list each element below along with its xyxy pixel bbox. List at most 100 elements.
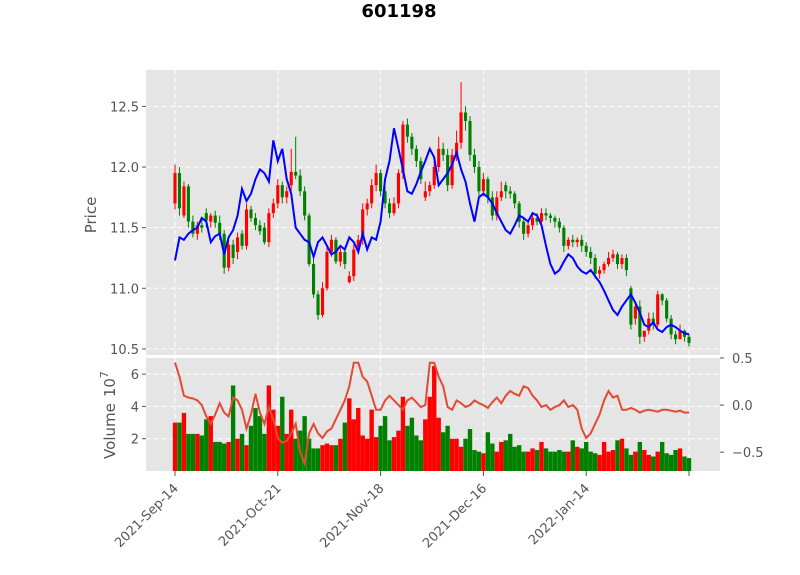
volume-bar bbox=[579, 448, 584, 471]
candle-body bbox=[437, 148, 441, 168]
volume-bar bbox=[436, 417, 441, 471]
volume-tick-label: 4 bbox=[131, 400, 139, 415]
price-axis-label: Price bbox=[82, 197, 100, 234]
candle-body bbox=[472, 154, 477, 168]
candle-body bbox=[191, 221, 195, 234]
candle-body bbox=[481, 179, 485, 192]
candle-body bbox=[633, 306, 637, 319]
volume-bar bbox=[682, 456, 687, 471]
candle-body bbox=[285, 191, 289, 198]
candle-body bbox=[423, 191, 427, 198]
candle-body bbox=[352, 249, 356, 277]
volume-bar bbox=[382, 416, 388, 471]
volume-bar bbox=[275, 425, 280, 471]
candle-body bbox=[231, 244, 235, 258]
candle-body bbox=[455, 142, 459, 155]
volume-bar bbox=[472, 450, 477, 471]
candle-body bbox=[280, 185, 284, 198]
candle-body bbox=[320, 288, 325, 315]
volume-bar bbox=[664, 453, 669, 471]
volume-bar bbox=[561, 451, 567, 471]
volume-bar bbox=[597, 454, 602, 471]
volume-exponent-base: 10 bbox=[101, 378, 119, 397]
volume-bar bbox=[280, 396, 285, 471]
volume-bar bbox=[204, 419, 209, 471]
volume-bar bbox=[293, 438, 298, 471]
candle-body bbox=[611, 254, 615, 258]
volume-bar bbox=[548, 451, 553, 471]
x-tick-label: 2021-Nov-18 bbox=[317, 481, 387, 551]
candle-body bbox=[182, 186, 186, 216]
volume-bar bbox=[306, 438, 312, 471]
candle-body bbox=[392, 203, 396, 214]
volume-bar bbox=[418, 440, 424, 471]
volume-bar bbox=[485, 432, 491, 471]
candle-body bbox=[553, 217, 557, 222]
volume-bar bbox=[414, 435, 419, 471]
price-panel: 10.5 11.0 11.5 12.0 12.5 Price bbox=[82, 70, 720, 358]
volume-bar bbox=[423, 419, 428, 471]
candle-body bbox=[602, 264, 606, 271]
volume-bar bbox=[289, 409, 294, 471]
volume-bar bbox=[651, 456, 656, 471]
candle-body bbox=[383, 191, 387, 204]
volume-bar bbox=[356, 408, 361, 471]
volume-bar bbox=[655, 451, 660, 471]
candle-body bbox=[589, 251, 593, 258]
volume-bar bbox=[454, 438, 459, 471]
volume-bar bbox=[284, 433, 289, 471]
candle-body bbox=[624, 257, 628, 271]
candle-body bbox=[499, 191, 503, 198]
volume-bar bbox=[481, 453, 486, 471]
volume-bar bbox=[320, 445, 325, 471]
candle-body bbox=[539, 213, 544, 222]
volume-tick-label: 2 bbox=[131, 433, 139, 448]
candle-body bbox=[660, 294, 664, 301]
candle-body bbox=[338, 251, 342, 262]
volume-bar bbox=[512, 446, 517, 471]
volume-bar bbox=[172, 422, 178, 471]
candle-body bbox=[177, 173, 182, 209]
volume-bar bbox=[490, 443, 495, 471]
candle-body bbox=[584, 245, 588, 252]
candle-body bbox=[629, 288, 633, 325]
candle-body bbox=[311, 264, 316, 295]
candle-body bbox=[593, 257, 597, 274]
volume-bar bbox=[606, 451, 611, 471]
volume-bar bbox=[619, 438, 625, 471]
volume-exponent-power: 7 bbox=[98, 371, 111, 378]
volume-bar bbox=[391, 437, 397, 471]
candle-body bbox=[504, 185, 508, 192]
candle-body bbox=[361, 209, 365, 240]
candle-body bbox=[276, 185, 280, 204]
volume-bar bbox=[213, 441, 218, 471]
candle-body bbox=[446, 154, 450, 186]
volume-bar bbox=[351, 419, 356, 471]
candle-body bbox=[674, 334, 678, 340]
volume-bar bbox=[360, 435, 365, 471]
candle-body bbox=[343, 251, 347, 265]
volume-bar bbox=[525, 451, 531, 471]
volume-bar bbox=[628, 454, 634, 471]
volume-bar bbox=[271, 409, 276, 471]
volume-bar bbox=[508, 433, 513, 471]
volume-bar bbox=[494, 451, 499, 471]
price-tick-label: 12.5 bbox=[110, 100, 139, 115]
candle-body bbox=[209, 215, 213, 222]
candle-body bbox=[204, 213, 208, 221]
candle-body bbox=[374, 173, 378, 186]
candle-body bbox=[522, 221, 526, 234]
candle-body bbox=[638, 306, 642, 337]
chart-title: 601198 bbox=[361, 1, 436, 22]
candle-body bbox=[329, 239, 333, 252]
candle-body bbox=[557, 221, 561, 228]
volume-bar bbox=[208, 416, 213, 471]
x-tick-label: 2021-Oct-21 bbox=[216, 481, 284, 549]
candle-body bbox=[656, 294, 660, 325]
candle-body bbox=[218, 222, 222, 234]
candle-body bbox=[477, 167, 481, 192]
candle-body bbox=[432, 167, 436, 186]
volume-bar bbox=[199, 435, 205, 471]
candle-body bbox=[370, 185, 374, 204]
